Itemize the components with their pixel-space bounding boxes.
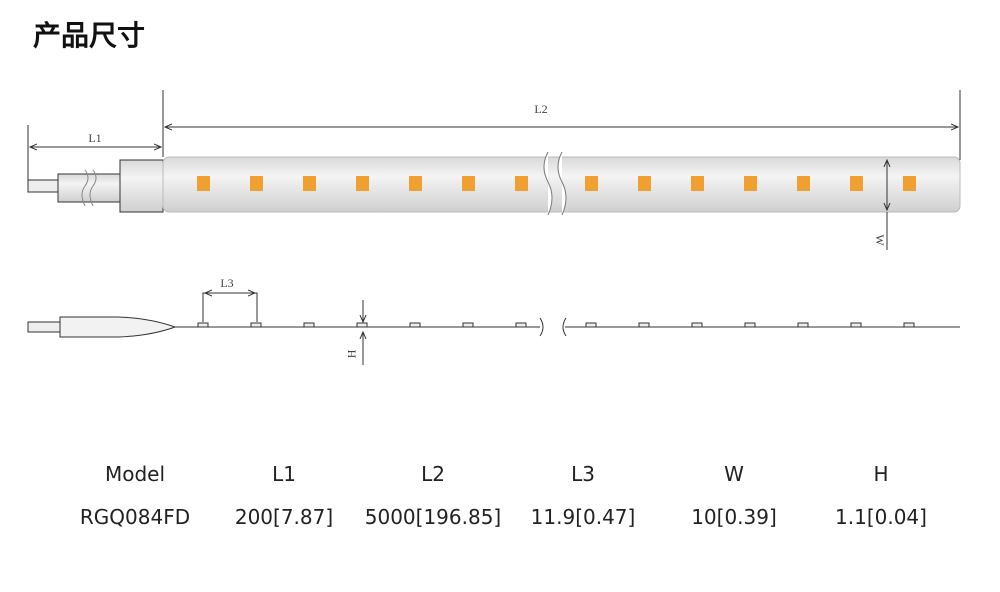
dim-label: L1 bbox=[88, 131, 101, 145]
cell: 1.1[0.04] bbox=[835, 504, 927, 529]
cell: 5000[196.85] bbox=[364, 504, 502, 529]
dim-label: L3 bbox=[220, 276, 233, 290]
cell: 10[0.39] bbox=[691, 504, 777, 529]
cell: 11.9[0.47] bbox=[530, 504, 636, 529]
side-view bbox=[27, 293, 960, 365]
dim-label: W bbox=[873, 234, 887, 246]
column-header: W bbox=[724, 461, 744, 486]
column-header: L1 bbox=[272, 461, 296, 486]
cell: 200[7.87] bbox=[234, 504, 334, 529]
dim-label: H bbox=[345, 350, 359, 359]
data-row: RGQ084FD 200[7.87] 5000[196.85] 11.9[0.4… bbox=[60, 495, 952, 538]
column-header: Model bbox=[104, 461, 166, 486]
column-header: H bbox=[873, 461, 889, 486]
top-view bbox=[27, 90, 961, 250]
cell: RGQ084FD bbox=[79, 504, 191, 529]
dim-label: L2 bbox=[534, 102, 547, 116]
column-header: L2 bbox=[421, 461, 445, 486]
title: 产品尺寸 bbox=[33, 19, 146, 52]
spec-table: Model L1 L2 L3 W H RGQ084FD 200[7.87] 50… bbox=[60, 452, 952, 538]
dimension-drawing: L1 L2 L3 W H bbox=[27, 90, 961, 365]
header-row: Model L1 L2 L3 W H bbox=[60, 452, 952, 495]
led-chips bbox=[197, 176, 916, 191]
column-header: L3 bbox=[571, 461, 595, 486]
